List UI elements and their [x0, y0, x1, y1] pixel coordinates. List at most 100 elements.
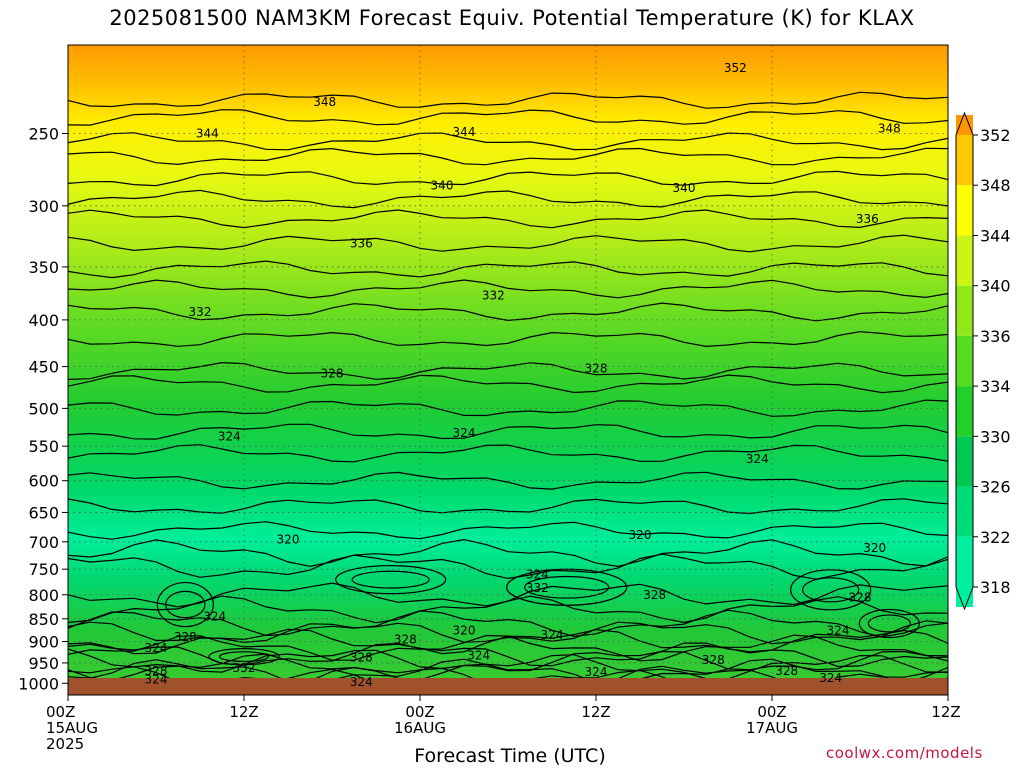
contour-line	[68, 302, 948, 322]
contour-cell	[790, 569, 872, 611]
x-tick-label: 00Z	[757, 703, 786, 721]
contour-label: 340	[673, 181, 696, 195]
contour-label: 320	[629, 528, 652, 542]
contour-line	[68, 170, 948, 187]
colorbar-label: 348	[980, 176, 1011, 195]
contour-label: 328	[321, 367, 344, 381]
contour-line	[68, 147, 948, 166]
contour-cell	[335, 565, 447, 595]
contour-label: 324	[203, 609, 226, 623]
contour-label: 328	[394, 632, 417, 646]
contour-cell	[351, 570, 430, 589]
contour-label: 324	[541, 628, 564, 642]
terrain-ground	[68, 678, 948, 695]
x-tick-label: 2025	[46, 735, 84, 753]
y-tick-label: 250	[28, 124, 59, 143]
contour-line	[68, 609, 948, 638]
contour-label: 348	[313, 95, 336, 109]
contour-label: 320	[863, 541, 886, 555]
colorbar-label: 334	[980, 377, 1011, 396]
contour-line	[68, 279, 948, 299]
contour-label: 328	[849, 590, 872, 604]
contour-cell	[858, 608, 920, 639]
contour-label: 328	[643, 588, 666, 602]
contour-line	[68, 209, 948, 229]
y-tick-label: 700	[28, 533, 59, 552]
contour-label: 324	[145, 672, 168, 686]
colorbar-label: 336	[980, 327, 1011, 346]
contour-label: 336	[856, 212, 879, 226]
contour-label: 328	[585, 361, 608, 375]
contour-label: 344	[196, 126, 219, 140]
contour-cell	[524, 575, 610, 599]
y-tick-label: 350	[28, 258, 59, 277]
y-tick-label: 800	[28, 586, 59, 605]
contour-line	[68, 132, 948, 151]
contour-cell	[867, 614, 911, 633]
contour-line	[68, 260, 948, 279]
field-background	[68, 45, 948, 695]
contour-label: 328	[145, 664, 168, 678]
contour-label: 332	[482, 288, 505, 302]
contour-label: 328	[174, 630, 197, 644]
contour-line	[68, 91, 948, 109]
y-tick-label: 1000	[18, 674, 59, 693]
contour-label: 332	[526, 581, 549, 595]
contour-label: 352	[724, 61, 747, 75]
y-tick-label: 850	[28, 610, 59, 629]
contour-label: 324	[467, 648, 490, 662]
contour-label: 332	[189, 305, 212, 319]
contour-cell	[506, 568, 628, 606]
contour-line	[68, 361, 948, 380]
colorbar-label: 322	[980, 528, 1011, 547]
colorbar-swatch	[956, 235, 973, 286]
contour-line	[68, 634, 948, 662]
colorbar-swatch	[956, 135, 973, 186]
colorbar-label: 340	[980, 277, 1011, 296]
y-axis: 250 300 350 400 450 500 550 600 650 700 750 800 850 9…	[18, 124, 68, 693]
colorbar-swatch	[956, 536, 973, 607]
contour-line	[68, 331, 948, 348]
contour-label: 324	[453, 426, 476, 440]
contour-label: 324	[746, 452, 769, 466]
colorbar-swatch	[956, 115, 973, 135]
colorbar-swatch	[956, 185, 973, 236]
contour-cell	[208, 648, 280, 666]
x-tick-label: 15AUG	[46, 719, 98, 737]
colorbar-label: 352	[980, 126, 1011, 145]
y-tick-label: 550	[28, 437, 59, 456]
contour-line	[68, 423, 948, 440]
y-tick-label: 400	[28, 311, 59, 330]
plot-area	[68, 45, 948, 695]
x-axis-title: Forecast Time (UTC)	[414, 745, 606, 767]
y-tick-label: 750	[28, 560, 59, 579]
y-tick-label: 300	[28, 197, 59, 216]
contour-line	[68, 374, 948, 394]
credit-link[interactable]: coolwx.com/models	[826, 744, 983, 762]
contour-label: 324	[827, 623, 850, 637]
contour-line	[68, 189, 948, 209]
contour-label: 324	[218, 430, 241, 444]
contour-label: 320	[277, 533, 300, 547]
contour-label: 324	[350, 675, 373, 689]
x-tick-label: 12Z	[931, 703, 960, 721]
contour-cell	[156, 581, 214, 628]
plot-frame	[67, 44, 949, 696]
contour-line	[68, 234, 948, 253]
contour-label: 348	[878, 122, 901, 136]
contour-label: 324	[145, 641, 168, 655]
colorbar-swatch	[956, 486, 973, 537]
contour-label: 324	[585, 665, 608, 679]
contour-label: 328	[702, 653, 725, 667]
contour-label: 344	[453, 125, 476, 139]
y-tick-label: 900	[28, 632, 59, 651]
contour-line	[68, 444, 948, 463]
contour-line	[68, 658, 948, 686]
colorbar-label: 326	[980, 478, 1011, 497]
contour-label: 328	[350, 650, 373, 664]
contour-cell	[802, 577, 860, 603]
x-tick-label: 00Z	[46, 703, 75, 721]
